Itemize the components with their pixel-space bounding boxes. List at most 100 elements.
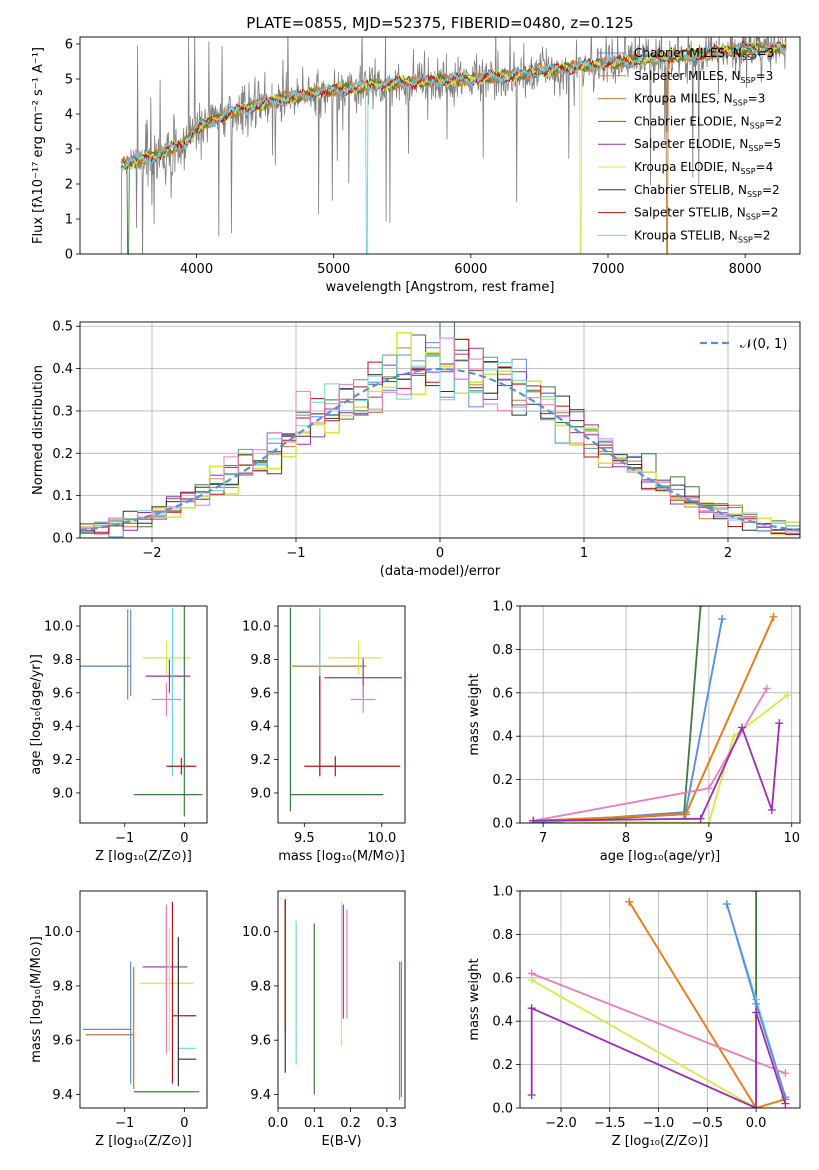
- weight-marker: [752, 999, 761, 1008]
- weight_vs_age-axes: 7 8 9 10 0.0 0.2 0.4 0.6 0.8 1.0 age [log₁₀(age/yr…: [467, 600, 800, 864]
- x-tick-label: 4000: [180, 262, 213, 277]
- x-tick-label: −2.0: [545, 1116, 577, 1131]
- model-spectrum-line: [120, 40, 787, 171]
- y-axis-label: mass [log₁₀(M/M⊙)]: [29, 936, 44, 1063]
- age_vs_mass-errorbars: [289, 607, 402, 812]
- weight-line: [530, 1006, 787, 1108]
- legend-entry: Chabrier MILES, NSSP=3: [634, 46, 774, 62]
- y-tick-label: 0.6: [492, 971, 513, 986]
- y-tick-label: 3: [65, 143, 73, 158]
- x-axis-label: Z [log₁₀(Z/Z⊙)]: [95, 849, 192, 864]
- age_vs_mass-axes: 9.5 10.0 9.0 9.2 9.4 9.6 9.8 10.0 mass [log₁₀(M/…: [242, 620, 405, 864]
- y-tick-label: 0: [65, 248, 73, 263]
- weight-line: [533, 606, 702, 823]
- y-tick-label: 0.8: [492, 643, 513, 658]
- legend-entry: Chabrier STELIB, NSSP=2: [634, 183, 780, 199]
- x-tick-label: 9.5: [294, 831, 315, 846]
- y-tick-label: 1: [65, 213, 73, 228]
- weight-line: [531, 972, 786, 1075]
- legend-entry: Salpeter ELODIE, NSSP=5: [634, 137, 781, 153]
- y-tick-label: 9.4: [52, 1088, 73, 1103]
- legend-entry: 𝒩(0, 1): [740, 337, 787, 352]
- weight-marker: [704, 819, 713, 823]
- weight-marker: [767, 805, 776, 814]
- residual-steps: [80, 322, 800, 538]
- x-axis-label: wavelength [Angstrom, rest frame]: [326, 280, 555, 295]
- y-axis-label: mass weight: [467, 673, 482, 755]
- x-tick-label: 7: [539, 831, 547, 846]
- weight-marker: [769, 612, 778, 621]
- x-tick-label: 8000: [729, 262, 762, 277]
- x-tick-label: −1.5: [594, 1116, 626, 1131]
- axes-frame: [277, 605, 406, 824]
- y-tick-label: 1.0: [492, 885, 513, 900]
- axes-frame: [519, 890, 801, 1109]
- age_vs_Z-errorbars: [80, 606, 203, 817]
- weight-marker: [681, 810, 690, 819]
- y-tick-label: 9.0: [52, 786, 73, 801]
- weight-marker: [752, 1008, 761, 1017]
- y-tick-label: 4: [65, 108, 73, 123]
- y-tick-label: 6: [65, 38, 73, 53]
- x-tick-label: 5000: [317, 262, 350, 277]
- y-tick-label: 10.0: [44, 620, 73, 635]
- weight_vs_age-lines: [529, 606, 792, 823]
- weight-marker: [738, 723, 747, 732]
- y-tick-label: 0.5: [52, 320, 73, 335]
- y-tick-label: 9.8: [250, 653, 271, 668]
- y-tick-label: 0.2: [492, 773, 513, 788]
- y-tick-label: 0.2: [492, 1058, 513, 1073]
- legend-entry: Kroupa ELODIE, NSSP=4: [634, 160, 773, 176]
- axes-frame: [79, 605, 208, 824]
- y-axis-label: Flux [fλ10⁻¹⁷ erg cm⁻² s⁻¹ A⁻¹]: [31, 47, 46, 244]
- model-spectrum-line: [120, 40, 787, 254]
- y-tick-label: 0.8: [492, 928, 513, 943]
- axes-frame: [79, 36, 801, 255]
- legend-entry: Kroupa STELIB, NSSP=2: [634, 228, 771, 244]
- weight-marker: [696, 814, 705, 823]
- y-axis-label: age [log₁₀(age/yr)]: [29, 654, 44, 775]
- y-tick-label: 0.0: [52, 532, 73, 547]
- y-tick-label: 9.8: [250, 979, 271, 994]
- y-tick-label: 10.0: [242, 925, 271, 940]
- weight-line: [533, 723, 781, 822]
- y-tick-label: 9.4: [52, 720, 73, 735]
- axes-frame: [277, 890, 406, 1109]
- weight-marker: [752, 891, 761, 895]
- weight-marker: [529, 816, 538, 823]
- y-tick-label: 10.0: [44, 925, 73, 940]
- x-tick-label: −0.5: [692, 1116, 724, 1131]
- x-tick-label: 8: [622, 831, 630, 846]
- x-tick-label: −1: [286, 546, 305, 561]
- y-tick-label: 0.3: [52, 404, 73, 419]
- x-axis-label: age [log₁₀(age/yr)]: [600, 849, 721, 864]
- weight-marker: [696, 606, 705, 610]
- weight-line: [628, 901, 786, 1108]
- axes-frame: [519, 605, 801, 824]
- x-tick-label: 0.0: [746, 1116, 767, 1131]
- y-tick-label: 0.0: [492, 1102, 513, 1117]
- x-axis-label: E(B-V): [321, 1134, 361, 1149]
- weight-line: [533, 694, 789, 823]
- residual-histogram: [80, 337, 800, 538]
- y-tick-label: 0.4: [52, 362, 73, 377]
- x-tick-label: 6000: [454, 262, 487, 277]
- weight-marker: [775, 719, 784, 728]
- legend-entry: Salpeter MILES, NSSP=3: [634, 69, 773, 85]
- weight-line: [533, 616, 775, 822]
- y-tick-label: 0.2: [52, 447, 73, 462]
- y-tick-label: 9.6: [52, 686, 73, 701]
- x-tick-label: 0: [180, 1116, 188, 1131]
- weight-line: [531, 979, 757, 1108]
- x-axis-label: Z [log₁₀(Z/Z⊙)]: [612, 1134, 709, 1149]
- weight-marker: [625, 897, 634, 906]
- axes-frame: [79, 321, 801, 539]
- weight-marker: [527, 1004, 536, 1013]
- x-tick-label: 0.0: [268, 1116, 289, 1131]
- weight-marker: [704, 784, 713, 793]
- y-tick-label: 9.0: [250, 786, 271, 801]
- x-tick-label: 1: [580, 546, 588, 561]
- x-tick-label: −1: [115, 831, 134, 846]
- x-tick-label: −1: [115, 1116, 134, 1131]
